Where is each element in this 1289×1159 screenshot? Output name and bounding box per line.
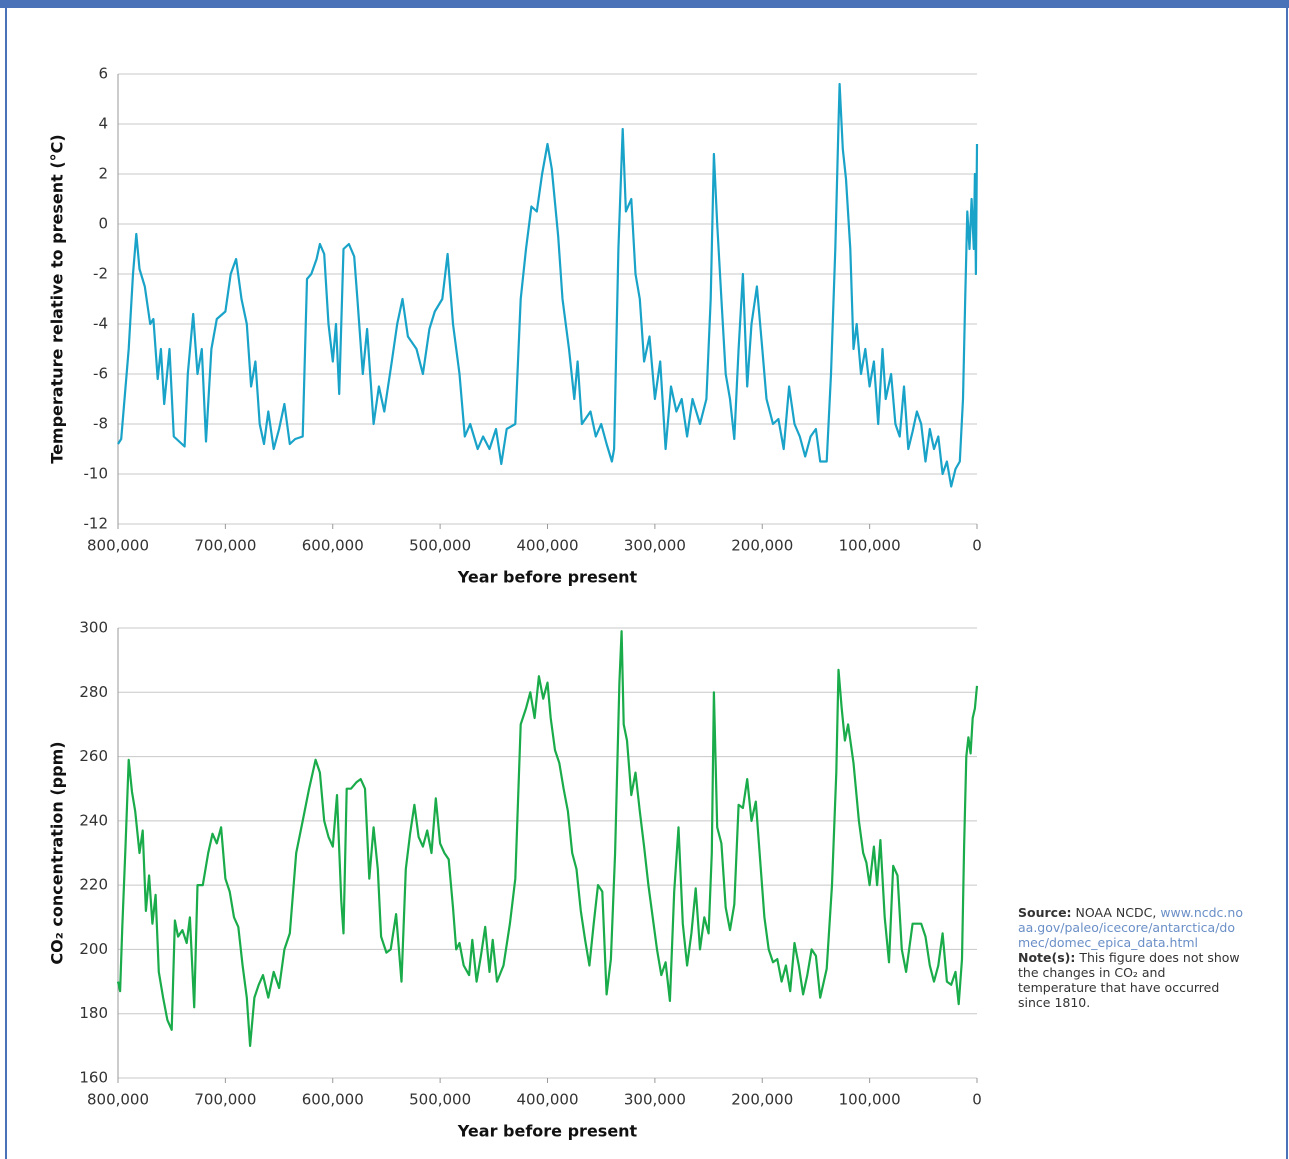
x-tick-label: 100,000 [839, 537, 901, 555]
source-label: Source: [1018, 905, 1072, 920]
x-tick-label: 600,000 [302, 537, 364, 555]
x-tick-label: 200,000 [731, 1091, 793, 1109]
y-tick-label: -10 [84, 465, 109, 483]
x-tick-label: 400,000 [516, 1091, 578, 1109]
data-line [116, 630, 979, 1047]
y-tick-label: -6 [93, 365, 108, 383]
x-tick-label: 0 [972, 1091, 982, 1109]
x-tick-label: 100,000 [839, 1091, 901, 1109]
x-tick-label: 500,000 [409, 1091, 471, 1109]
note-text: This figure does not show the changes in… [1018, 950, 1240, 1010]
y-tick-label: -8 [93, 415, 108, 433]
x-tick-label: 400,000 [516, 537, 578, 555]
y-tick-label: 160 [79, 1069, 108, 1087]
x-tick-label: 200,000 [731, 537, 793, 555]
y-tick-label: 4 [98, 115, 108, 133]
data-line [117, 82, 979, 488]
y-tick-label: 6 [98, 65, 108, 83]
y-tick-label: 0 [98, 215, 108, 233]
x-tick-label: 300,000 [624, 1091, 686, 1109]
y-tick-label: 280 [79, 683, 108, 701]
x-tick-label: 500,000 [409, 537, 471, 555]
y-axis-title: Temperature relative to present (°C) [48, 134, 67, 463]
y-tick-label: -2 [93, 265, 108, 283]
y-tick-label: -12 [84, 515, 109, 533]
x-tick-label: 600,000 [302, 1091, 364, 1109]
y-tick-label: 260 [79, 747, 108, 765]
top-bar [0, 0, 1289, 8]
source-link[interactable]: www.ncdc.noaa.gov/paleo/icecore/antarcti… [1018, 905, 1243, 950]
x-tick-label: 800,000 [87, 1091, 149, 1109]
x-tick-label: 0 [972, 537, 982, 555]
y-tick-label: 2 [98, 165, 108, 183]
source-text: NOAA NCDC, [1075, 905, 1157, 920]
y-tick-label: 220 [79, 876, 108, 894]
notes: Source: NOAA NCDC, www.ncdc.noaa.gov/pal… [1018, 905, 1243, 1010]
x-axis-title: Year before present [457, 1122, 638, 1141]
y-tick-label: 200 [79, 940, 108, 958]
y-tick-label: -4 [93, 315, 108, 333]
x-tick-label: 700,000 [194, 537, 256, 555]
x-tick-label: 800,000 [87, 537, 149, 555]
left-border [5, 8, 7, 1159]
y-axis-title: CO₂ concentration (ppm) [48, 741, 67, 964]
x-axis-title: Year before present [457, 568, 638, 587]
x-tick-label: 700,000 [194, 1091, 256, 1109]
x-tick-label: 300,000 [624, 537, 686, 555]
right-border [1286, 8, 1288, 1159]
y-tick-label: 240 [79, 811, 108, 829]
y-tick-label: 180 [79, 1004, 108, 1022]
note-label: Note(s): [1018, 950, 1076, 965]
y-tick-label: 300 [79, 619, 108, 637]
